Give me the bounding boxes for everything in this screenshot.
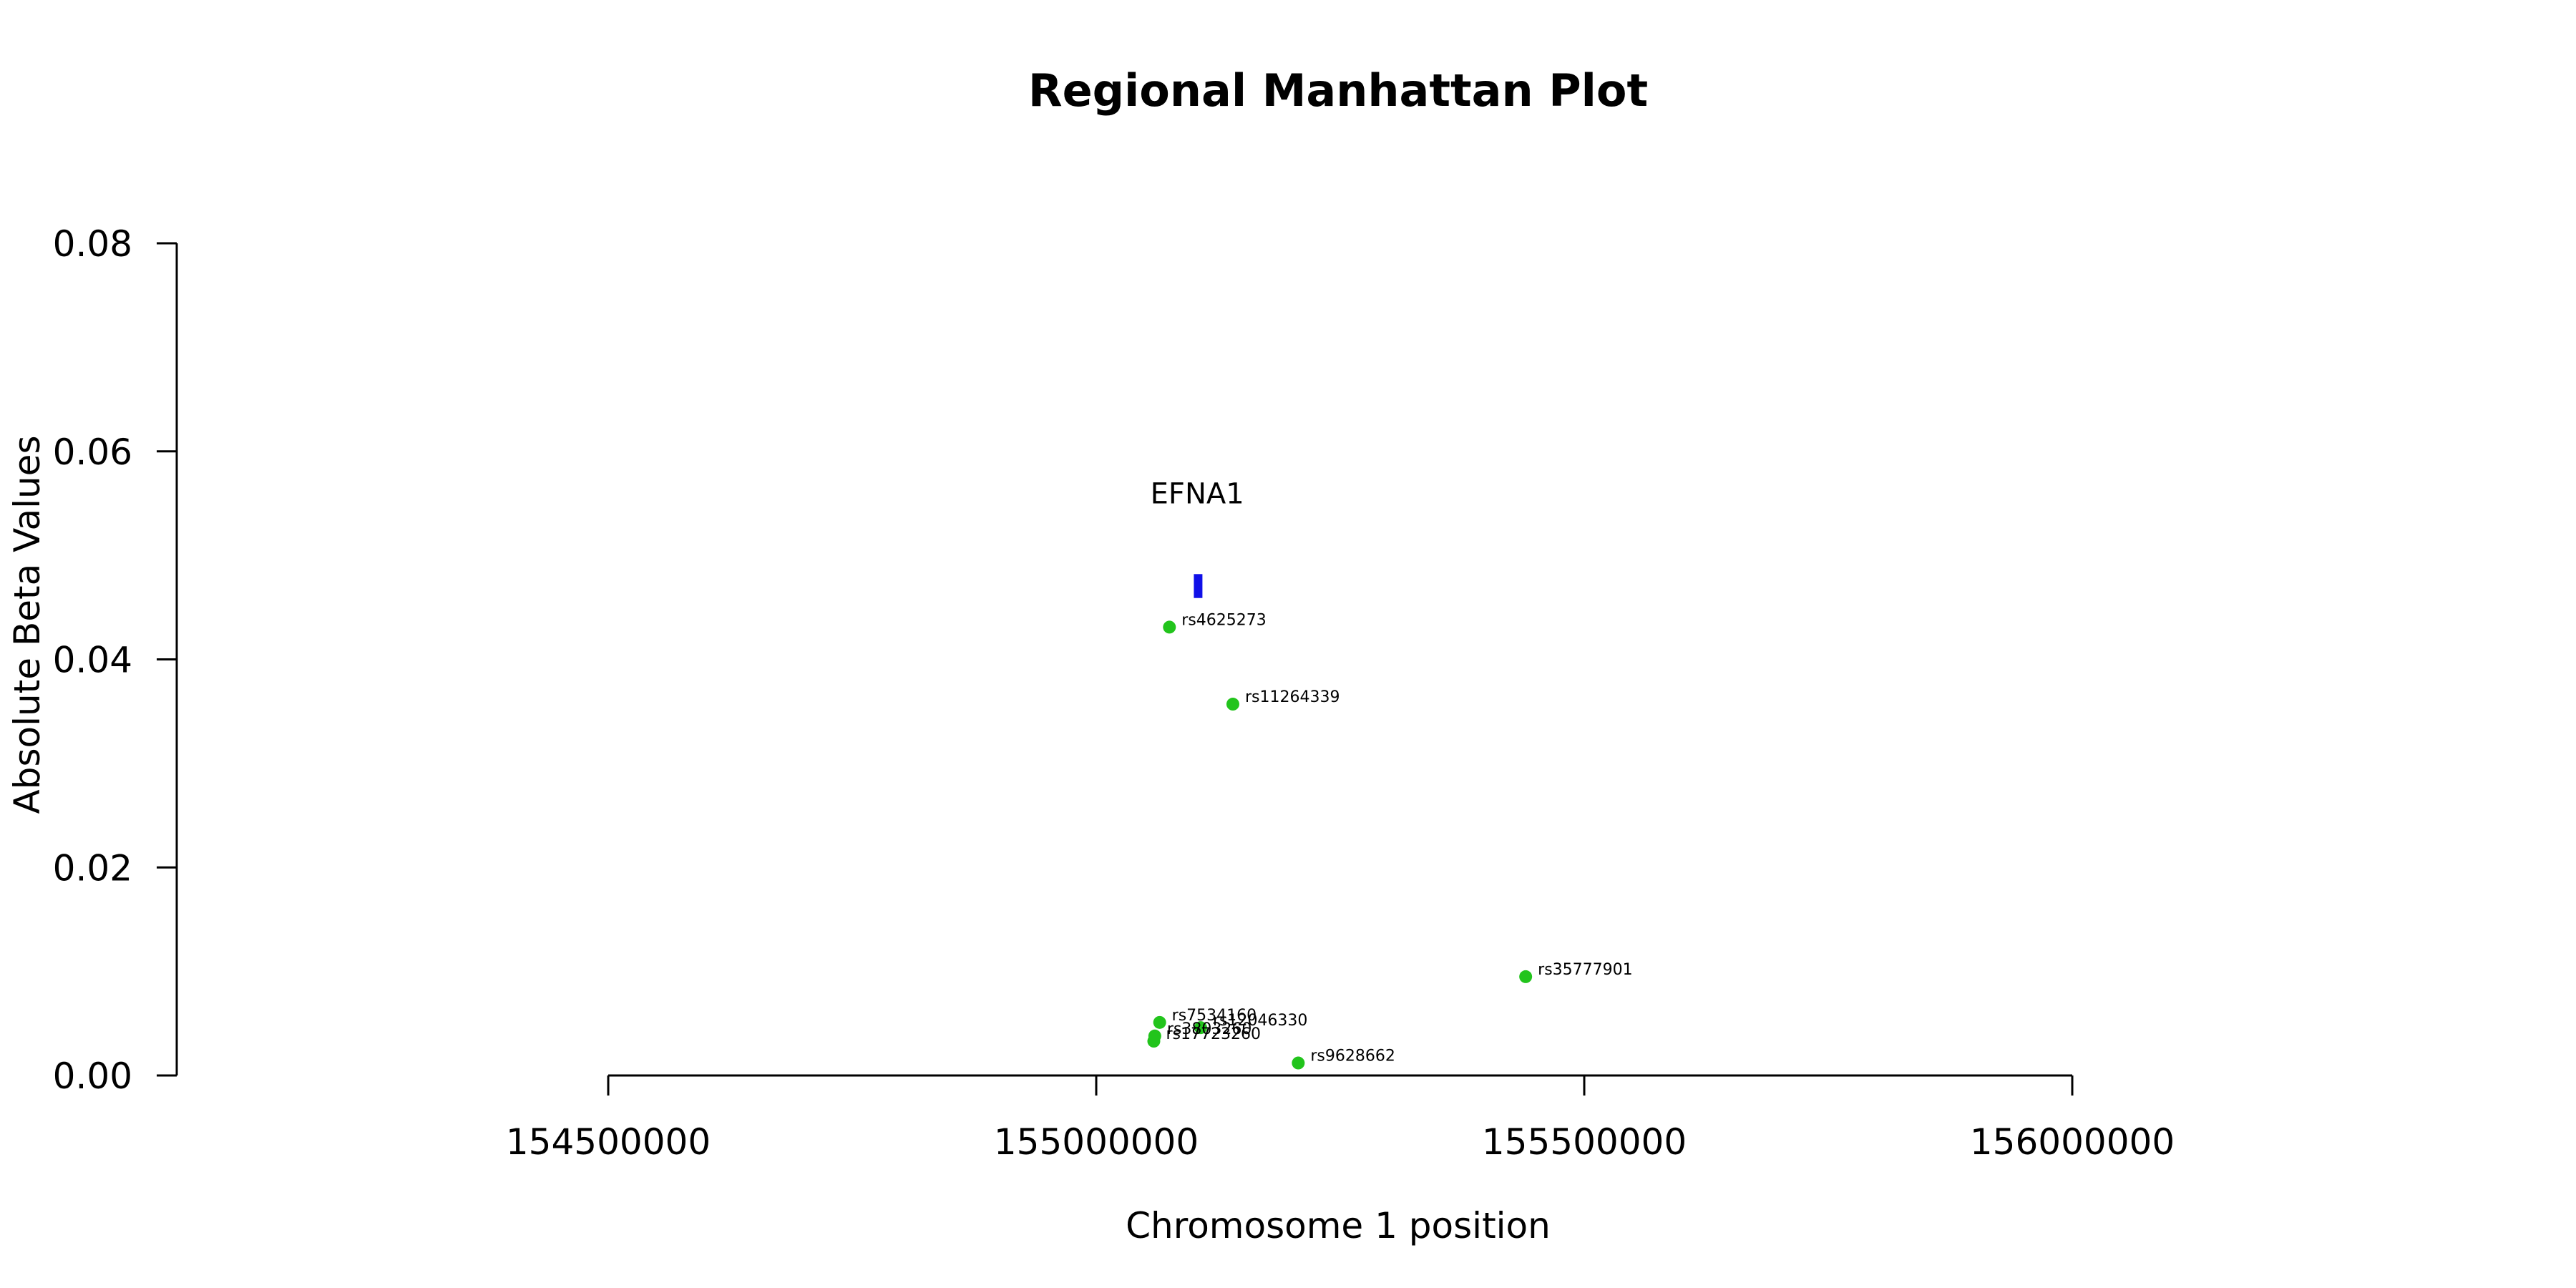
snp-label-rs17723260: rs17723260 xyxy=(1166,1025,1260,1043)
snp-label-rs11264339: rs11264339 xyxy=(1245,688,1340,706)
snp-point-rs17723260 xyxy=(1147,1035,1161,1048)
x-tick-label: 155000000 xyxy=(994,1121,1199,1163)
x-tick-label: 154500000 xyxy=(506,1121,711,1163)
snp-label-rs7534160: rs7534160 xyxy=(1172,1007,1257,1025)
snp-points xyxy=(1147,620,1533,1070)
chart-title: Regional Manhattan Plot xyxy=(1028,64,1648,117)
gene-track: EFNA1 xyxy=(1151,477,1244,598)
gene-efna1-bar xyxy=(1194,574,1203,598)
y-axis-title: Absolute Beta Values xyxy=(6,436,48,814)
snp-point-rs12046330 xyxy=(1194,1021,1207,1035)
snp-label-rs4625273: rs4625273 xyxy=(1181,611,1267,629)
snp-label-rs9628662: rs9628662 xyxy=(1310,1048,1395,1065)
y-tick-label: 0.00 xyxy=(53,1055,132,1097)
x-tick-label: 156000000 xyxy=(1970,1121,2175,1163)
y-axis: 0.00 0.02 0.04 0.06 0.08 xyxy=(53,223,178,1097)
snp-label-rs3803260: rs3803260 xyxy=(1167,1020,1252,1038)
y-tick-label: 0.06 xyxy=(53,431,132,473)
y-tick-label: 0.02 xyxy=(53,847,132,889)
snp-label-rs35777901: rs35777901 xyxy=(1538,961,1632,979)
y-tick-label: 0.08 xyxy=(53,223,132,265)
gene-label: EFNA1 xyxy=(1151,477,1244,510)
x-axis-title: Chromosome 1 position xyxy=(1126,1205,1551,1246)
snp-point-rs11264339 xyxy=(1226,698,1239,711)
snp-label-rs12046330: rs12046330 xyxy=(1213,1012,1307,1030)
x-axis: 154500000 155000000 155500000 156000000 xyxy=(506,1074,2175,1163)
y-tick-label: 0.04 xyxy=(53,640,132,681)
snp-point-rs9628662 xyxy=(1292,1056,1305,1070)
x-tick-label: 155500000 xyxy=(1482,1121,1687,1163)
snp-labels: rs4625273rs11264339rs35777901rs7534160rs… xyxy=(1166,611,1632,1065)
snp-point-rs7534160 xyxy=(1153,1015,1166,1029)
snp-point-rs35777901 xyxy=(1519,970,1533,983)
snp-point-rs4625273 xyxy=(1163,620,1176,634)
